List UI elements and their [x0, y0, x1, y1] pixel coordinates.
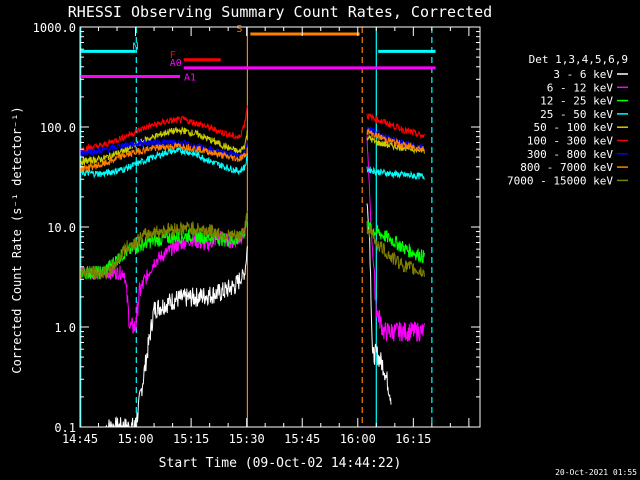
series-3-6-kev-line — [105, 245, 249, 428]
legend-label: 3 - 6 keV — [553, 68, 613, 81]
legend-label: 7000 - 15000 keV — [507, 174, 613, 187]
series-800-7000-kev-line — [79, 142, 248, 172]
series-50-100-kev-line — [79, 126, 248, 167]
x-axis-label: Start Time (09-Oct-02 14:44:22) — [159, 456, 402, 471]
legend-label: 800 - 7000 keV — [520, 161, 613, 174]
series-12-25-kev-line — [79, 212, 249, 281]
y-tick-label: 100.0 — [40, 121, 76, 135]
legend-label: 300 - 800 keV — [527, 148, 613, 161]
legend-label: 6 - 12 keV — [547, 81, 614, 94]
plot-frame — [79, 26, 481, 428]
series-100-300-kev-line-post — [366, 113, 425, 140]
flag-label: F — [170, 50, 176, 61]
flag-label: A0 — [170, 58, 182, 69]
y-tick-label: 10.0 — [47, 221, 76, 235]
legend-title: Det 1,3,4,5,6,9 — [529, 53, 628, 66]
x-tick-label: 15:30 — [229, 432, 265, 446]
x-tick-label: 16:00 — [340, 432, 376, 446]
y-axis-label: Corrected Count Rate (s⁻¹ detector⁻¹) — [10, 106, 24, 373]
flag-label: S — [236, 24, 242, 35]
series-100-300-kev-line — [79, 105, 249, 154]
legend-label: 25 - 50 keV — [540, 108, 613, 121]
x-tick-label: 15:00 — [117, 432, 153, 446]
series-7000-15000-kev-line-post — [366, 221, 425, 278]
legend-label: 100 - 300 keV — [527, 135, 613, 148]
series-6-12-kev-line-post — [366, 135, 425, 342]
legend-label: 50 - 100 keV — [534, 121, 614, 134]
series-3-6-kev-line-post — [366, 203, 392, 405]
y-tick-label: 0.1 — [54, 421, 76, 435]
x-tick-label: 15:15 — [173, 432, 209, 446]
series-12-25-kev-line-post — [366, 221, 425, 264]
series-300-800-kev-line — [79, 138, 249, 158]
series-7000-15000-kev-line — [79, 213, 249, 281]
series-25-50-kev-line — [79, 146, 249, 179]
y-tick-label: 1.0 — [54, 321, 76, 335]
x-tick-label: 15:45 — [284, 432, 320, 446]
legend-label: 12 - 25 keV — [540, 95, 613, 108]
flag-label: A1 — [184, 72, 196, 83]
flag-label: N — [133, 41, 139, 52]
x-axis: 14:45 15:00 15:15 15:30 15:45 16:00 16:15 — [62, 27, 470, 446]
chart-title: RHESSI Observing Summary Count Rates, Co… — [68, 3, 492, 21]
y-tick-label: 1000.0 — [33, 21, 76, 35]
y-axis: 0.1 1.0 10.0 100.0 1000.0 — [33, 21, 480, 435]
x-tick-label: 14:45 — [62, 432, 98, 446]
x-tick-label: 16:15 — [395, 432, 431, 446]
series-800-7000-kev-line-post — [366, 127, 425, 152]
footer-date: 20-Oct-2021 01:55 — [555, 468, 637, 477]
series-25-50-kev-line-post — [366, 166, 425, 181]
